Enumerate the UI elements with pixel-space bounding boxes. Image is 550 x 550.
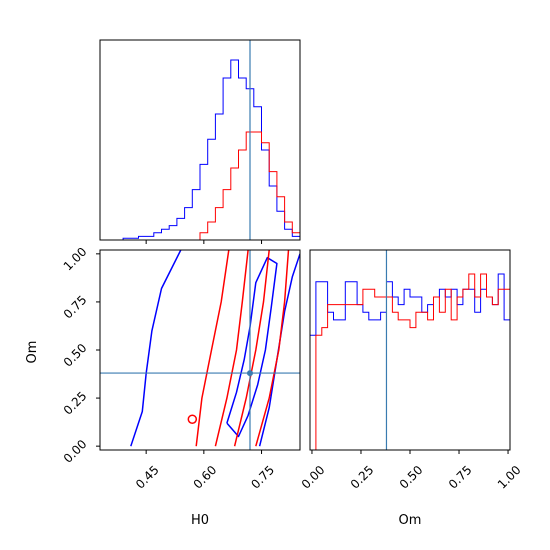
joint-ytick-label: 0.00 (61, 437, 90, 466)
joint-contours (130, 250, 300, 447)
om-xtick-label: 0.50 (397, 463, 426, 492)
om-axis-label: Om (25, 341, 40, 364)
joint-contour-red-1 (214, 250, 249, 447)
om-histogram-blue (309, 273, 511, 450)
joint-contour-red-0 (195, 250, 230, 447)
om-xtick-label: 0.25 (348, 463, 377, 492)
joint-ytick-label: 0.75 (61, 293, 90, 322)
om-xtick-label: 0.75 (446, 463, 475, 492)
om-xtick-label: 1.00 (495, 463, 524, 492)
joint-ytick-label: 0.25 (61, 389, 90, 418)
joint-ytick-label: 1.00 (61, 245, 90, 274)
joint-xtick-label: 0.60 (191, 463, 220, 492)
joint-xtick-label: 0.75 (248, 463, 277, 492)
om-xtick-label: 0.00 (299, 463, 328, 492)
joint-ytick-label: 0.50 (61, 341, 90, 370)
om-histogram-frame (309, 249, 511, 451)
h0-histogram-frame (99, 39, 301, 241)
joint-contour-blue-0 (130, 250, 182, 447)
joint-contour-red-island (187, 414, 198, 424)
joint-contour-blue-2 (226, 256, 278, 438)
om-hist-axis-label: Om (399, 513, 422, 528)
h0-histogram-blue (100, 59, 300, 241)
joint-contour-red-3 (255, 250, 290, 447)
om-histogram-red (310, 273, 511, 451)
joint-xtick-label: 0.45 (133, 463, 162, 492)
joint-truth-point (247, 370, 253, 377)
h0-axis-label: H0 (191, 513, 209, 528)
joint-contour-red-2 (233, 250, 270, 447)
